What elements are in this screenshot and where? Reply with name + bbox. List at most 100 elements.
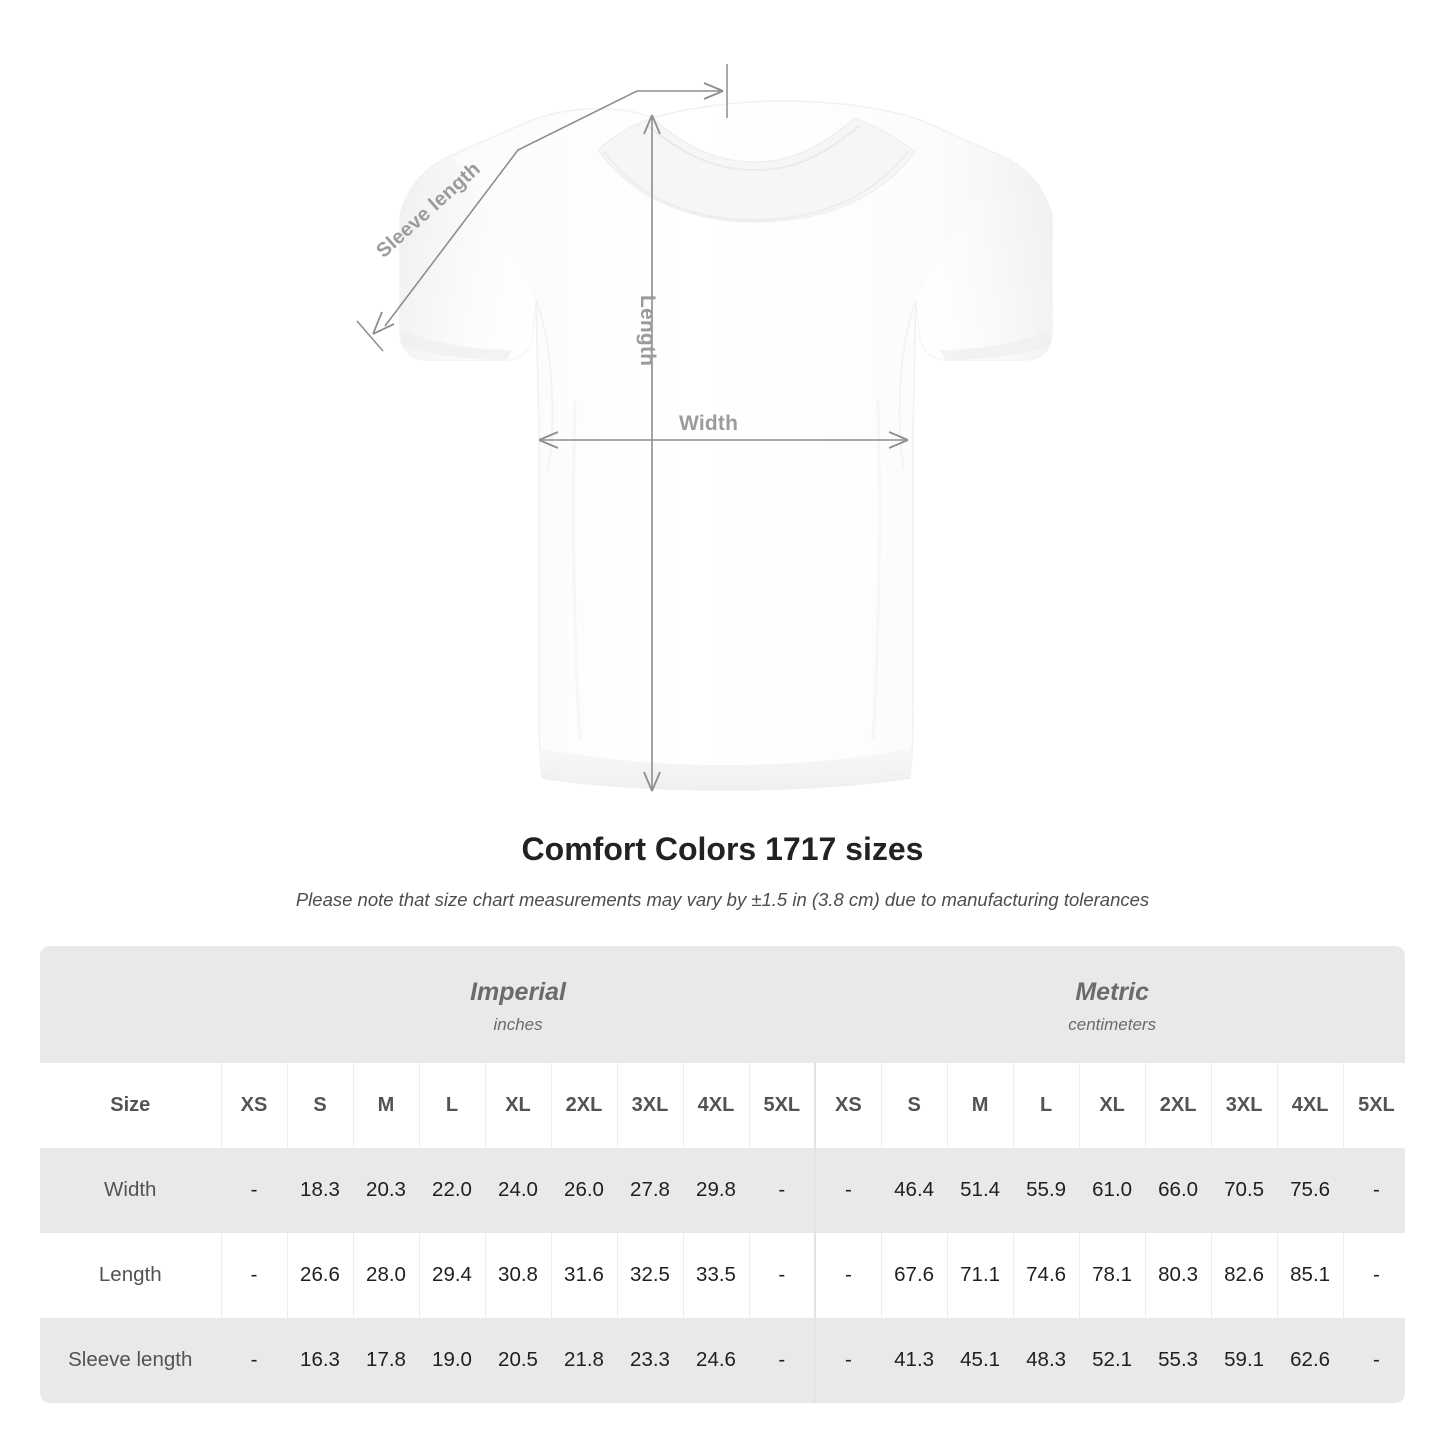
- imperial-unit-subtitle: inches: [493, 1015, 543, 1034]
- size-header-row: Size XS S M L XL 2XL 3XL 4XL 5XL XS S M L XL 2XL 3XL 4XL 5…: [40, 1062, 1405, 1148]
- length-dimension: [643, 114, 661, 792]
- table-row: Length -26.6 28.0 29.4 30.8 31.6 32.5 33.5- -67.…: [40, 1232, 1405, 1318]
- cell-imperial-2xl: 26.0: [550, 1147, 617, 1233]
- size-header-imperial-3xl: 3XL: [616, 1062, 683, 1148]
- size-header-metric-l: L: [1012, 1062, 1080, 1148]
- cell-metric-4xl: 75.6: [1276, 1147, 1344, 1233]
- table-row: Width -18.3 20.3 22.0 24.0 26.0 27.8 29.8- -46.4…: [40, 1147, 1405, 1233]
- cell-metric-xs: -: [814, 1317, 882, 1403]
- size-header-metric-2xl: 2XL: [1144, 1062, 1212, 1148]
- cell-metric-xs: -: [814, 1147, 882, 1233]
- cell-imperial-3xl: 27.8: [616, 1147, 683, 1233]
- sleeve-length-dimension: [356, 64, 728, 352]
- cell-imperial-5xl: -: [748, 1147, 816, 1233]
- cell-imperial-3xl: 23.3: [616, 1317, 683, 1403]
- cell-metric-xl: 52.1: [1078, 1317, 1146, 1403]
- cell-imperial-2xl: 21.8: [550, 1317, 617, 1403]
- cell-metric-l: 48.3: [1012, 1317, 1080, 1403]
- cell-imperial-4xl: 29.8: [682, 1147, 749, 1233]
- left-sleeve: [400, 155, 536, 360]
- metric-unit-header: Metric centimeters: [815, 945, 1405, 1063]
- width-arrowhead-right: [888, 431, 909, 449]
- cell-metric-m: 71.1: [946, 1232, 1014, 1318]
- cell-imperial-m: 17.8: [352, 1317, 419, 1403]
- cell-metric-xl: 61.0: [1078, 1147, 1146, 1233]
- size-header-imperial-s: S: [286, 1062, 353, 1148]
- title-block: Comfort Colors 1717 sizes Please note th…: [0, 830, 1445, 912]
- size-header-metric-3xl: 3XL: [1210, 1062, 1278, 1148]
- row-label-width: Width: [40, 1147, 221, 1233]
- cell-imperial-s: 26.6: [286, 1232, 353, 1318]
- width-label: Width: [679, 412, 739, 435]
- right-sleeve-hem: [940, 330, 1051, 360]
- table-row: Sleeve length - 16.3 17.8 19.0 20.5 21.8 23.3 24…: [40, 1317, 1405, 1403]
- cell-metric-2xl: 80.3: [1144, 1232, 1212, 1318]
- cell-metric-s: 67.6: [880, 1232, 948, 1318]
- width-dimension: [538, 431, 909, 449]
- cell-metric-5xl: -: [1342, 1232, 1405, 1318]
- cell-imperial-l: 22.0: [418, 1147, 485, 1233]
- cell-imperial-5xl: -: [748, 1317, 816, 1403]
- cell-metric-xl: 78.1: [1078, 1232, 1146, 1318]
- size-header-imperial-l: L: [418, 1062, 485, 1148]
- cell-imperial-s: 18.3: [286, 1147, 353, 1233]
- size-header-metric-m: M: [946, 1062, 1014, 1148]
- shirt-shape: [399, 100, 1053, 791]
- cell-imperial-4xl: 24.6: [682, 1317, 749, 1403]
- cell-metric-xs: -: [814, 1232, 882, 1318]
- cell-metric-m: 51.4: [946, 1147, 1014, 1233]
- collar-outer-edge: [603, 151, 909, 222]
- cell-imperial-xl: 24.0: [484, 1147, 551, 1233]
- cell-imperial-xl: 20.5: [484, 1317, 551, 1403]
- cell-metric-5xl: -: [1342, 1147, 1405, 1233]
- cell-imperial-l: 19.0: [418, 1317, 485, 1403]
- cell-imperial-s: 16.3: [286, 1317, 353, 1403]
- cell-imperial-5xl: -: [748, 1232, 816, 1318]
- cell-imperial-4xl: 33.5: [682, 1232, 749, 1318]
- collar-inner-edge: [647, 125, 860, 172]
- bottom-hem: [539, 748, 912, 790]
- length-label: Length: [636, 295, 659, 367]
- left-armhole-seam: [535, 299, 554, 471]
- cell-metric-5xl: -: [1342, 1317, 1405, 1403]
- metric-unit-subtitle: centimeters: [1068, 1015, 1157, 1034]
- unit-banner-spacer: [40, 945, 221, 1063]
- page-subtitle: Please note that size chart measurements…: [295, 889, 1150, 911]
- sleeve-end-tick: [356, 320, 384, 352]
- row-label-sleeve-length: Sleeve length: [40, 1317, 221, 1403]
- cell-metric-l: 55.9: [1012, 1147, 1080, 1233]
- size-header-metric-s: S: [880, 1062, 948, 1148]
- cell-imperial-l: 29.4: [418, 1232, 485, 1318]
- cell-imperial-xs: -: [220, 1147, 287, 1233]
- cell-metric-s: 46.4: [880, 1147, 948, 1233]
- length-arrowhead-top: [643, 114, 661, 135]
- cell-metric-3xl: 59.1: [1210, 1317, 1278, 1403]
- page-title: Comfort Colors 1717 sizes: [521, 831, 924, 867]
- fold-line-left: [572, 399, 582, 741]
- cell-metric-3xl: 70.5: [1210, 1147, 1278, 1233]
- tshirt-illustration: [356, 64, 1053, 792]
- cell-metric-2xl: 66.0: [1144, 1147, 1212, 1233]
- size-header-imperial-m: M: [352, 1062, 419, 1148]
- size-header-imperial-xl: XL: [484, 1062, 551, 1148]
- left-sleeve-hem: [401, 330, 512, 360]
- sleeve-arrowhead-start: [372, 311, 395, 335]
- size-column-label: Size: [40, 1062, 221, 1148]
- cell-metric-2xl: 55.3: [1144, 1317, 1212, 1403]
- imperial-unit-header: Imperial inches: [221, 945, 816, 1063]
- size-header-metric-xl: XL: [1078, 1062, 1146, 1148]
- right-sleeve: [916, 155, 1052, 360]
- metric-unit-name: Metric: [1075, 977, 1149, 1006]
- size-header-metric-xs: XS: [814, 1062, 882, 1148]
- cell-imperial-3xl: 32.5: [616, 1232, 683, 1318]
- fold-line-right: [871, 399, 881, 741]
- cell-metric-3xl: 82.6: [1210, 1232, 1278, 1318]
- size-header-imperial-4xl: 4XL: [682, 1062, 749, 1148]
- size-chart-table: Imperial inches Metric centimeters Size XS S M L…: [40, 945, 1405, 1403]
- right-armhole-seam: [898, 299, 917, 471]
- cell-metric-s: 41.3: [880, 1317, 948, 1403]
- size-header-metric-4xl: 4XL: [1276, 1062, 1344, 1148]
- size-chart-table-wrapper: Imperial inches Metric centimeters Size XS S M L…: [40, 945, 1405, 1403]
- cell-imperial-2xl: 31.6: [550, 1232, 617, 1318]
- measurement-annotations: [356, 64, 909, 792]
